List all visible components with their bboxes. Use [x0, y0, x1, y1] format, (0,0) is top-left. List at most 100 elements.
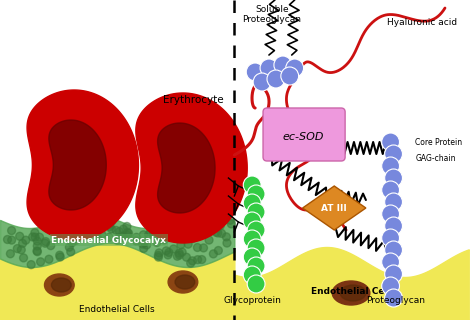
- Circle shape: [214, 246, 222, 254]
- Circle shape: [382, 157, 400, 175]
- Circle shape: [66, 215, 74, 223]
- Circle shape: [218, 229, 226, 237]
- Circle shape: [13, 244, 21, 252]
- Circle shape: [155, 253, 163, 261]
- Circle shape: [247, 239, 265, 257]
- Circle shape: [385, 289, 402, 307]
- Circle shape: [56, 253, 64, 261]
- Circle shape: [194, 214, 202, 222]
- Circle shape: [108, 217, 116, 225]
- Circle shape: [74, 214, 82, 222]
- Ellipse shape: [51, 278, 71, 292]
- Ellipse shape: [45, 274, 74, 296]
- Circle shape: [112, 226, 120, 234]
- Circle shape: [123, 228, 131, 236]
- Circle shape: [194, 256, 201, 264]
- Circle shape: [98, 230, 106, 238]
- Circle shape: [247, 203, 265, 221]
- Circle shape: [188, 213, 196, 221]
- Circle shape: [157, 231, 165, 239]
- Circle shape: [143, 241, 151, 249]
- Text: Hyaluronic acid: Hyaluronic acid: [387, 18, 457, 27]
- Circle shape: [286, 59, 303, 77]
- Circle shape: [94, 235, 102, 243]
- Circle shape: [182, 253, 191, 261]
- Circle shape: [70, 214, 78, 222]
- Circle shape: [52, 220, 60, 228]
- Circle shape: [49, 224, 57, 232]
- Circle shape: [243, 176, 261, 194]
- Circle shape: [140, 238, 148, 246]
- Polygon shape: [27, 90, 138, 240]
- Circle shape: [22, 236, 30, 244]
- Circle shape: [189, 235, 196, 243]
- Circle shape: [212, 216, 220, 224]
- Text: GAG-chain: GAG-chain: [415, 154, 456, 163]
- Circle shape: [228, 220, 235, 228]
- Text: Endothelial Cells: Endothelial Cells: [79, 305, 155, 314]
- Circle shape: [72, 236, 80, 244]
- Circle shape: [145, 231, 153, 239]
- Circle shape: [73, 231, 82, 239]
- Circle shape: [205, 220, 213, 228]
- Circle shape: [157, 235, 165, 243]
- Text: Endothelial Cell: Endothelial Cell: [311, 287, 391, 297]
- Circle shape: [385, 193, 402, 211]
- Circle shape: [56, 251, 64, 259]
- Circle shape: [7, 250, 14, 258]
- Circle shape: [175, 251, 183, 259]
- Circle shape: [29, 233, 36, 241]
- Circle shape: [155, 252, 162, 260]
- Circle shape: [42, 237, 50, 245]
- Circle shape: [33, 242, 41, 250]
- Circle shape: [33, 237, 41, 245]
- Circle shape: [243, 212, 261, 230]
- Circle shape: [247, 257, 265, 275]
- Circle shape: [105, 233, 113, 241]
- Circle shape: [52, 223, 60, 231]
- Circle shape: [175, 249, 183, 257]
- Circle shape: [31, 229, 39, 237]
- Circle shape: [385, 217, 402, 235]
- FancyBboxPatch shape: [263, 108, 345, 161]
- Circle shape: [189, 257, 196, 265]
- Circle shape: [113, 236, 121, 244]
- Circle shape: [3, 236, 11, 244]
- Circle shape: [165, 248, 173, 256]
- Circle shape: [385, 265, 402, 283]
- Circle shape: [152, 226, 160, 234]
- Circle shape: [219, 214, 227, 222]
- Circle shape: [19, 254, 27, 262]
- Polygon shape: [49, 120, 106, 210]
- Circle shape: [203, 228, 211, 236]
- Circle shape: [200, 244, 208, 252]
- Circle shape: [198, 256, 206, 264]
- Ellipse shape: [332, 281, 370, 305]
- Circle shape: [34, 248, 41, 256]
- Text: Glycoprotein: Glycoprotein: [223, 296, 281, 305]
- Circle shape: [193, 232, 201, 240]
- Circle shape: [212, 228, 220, 236]
- Circle shape: [385, 241, 402, 259]
- Circle shape: [382, 181, 400, 199]
- Circle shape: [33, 247, 41, 255]
- Circle shape: [223, 239, 231, 247]
- Circle shape: [246, 63, 264, 81]
- Ellipse shape: [175, 275, 195, 289]
- Circle shape: [119, 232, 127, 240]
- Circle shape: [170, 245, 177, 253]
- Circle shape: [274, 56, 292, 74]
- Circle shape: [36, 258, 45, 266]
- Circle shape: [260, 59, 278, 77]
- Circle shape: [47, 242, 55, 250]
- Circle shape: [119, 225, 127, 233]
- Circle shape: [222, 233, 230, 241]
- Circle shape: [184, 240, 192, 248]
- Circle shape: [164, 251, 172, 259]
- Circle shape: [124, 231, 132, 239]
- Text: ec-SOD: ec-SOD: [283, 132, 324, 142]
- Circle shape: [54, 235, 62, 243]
- Circle shape: [189, 223, 197, 231]
- Circle shape: [27, 260, 35, 268]
- Circle shape: [132, 237, 140, 245]
